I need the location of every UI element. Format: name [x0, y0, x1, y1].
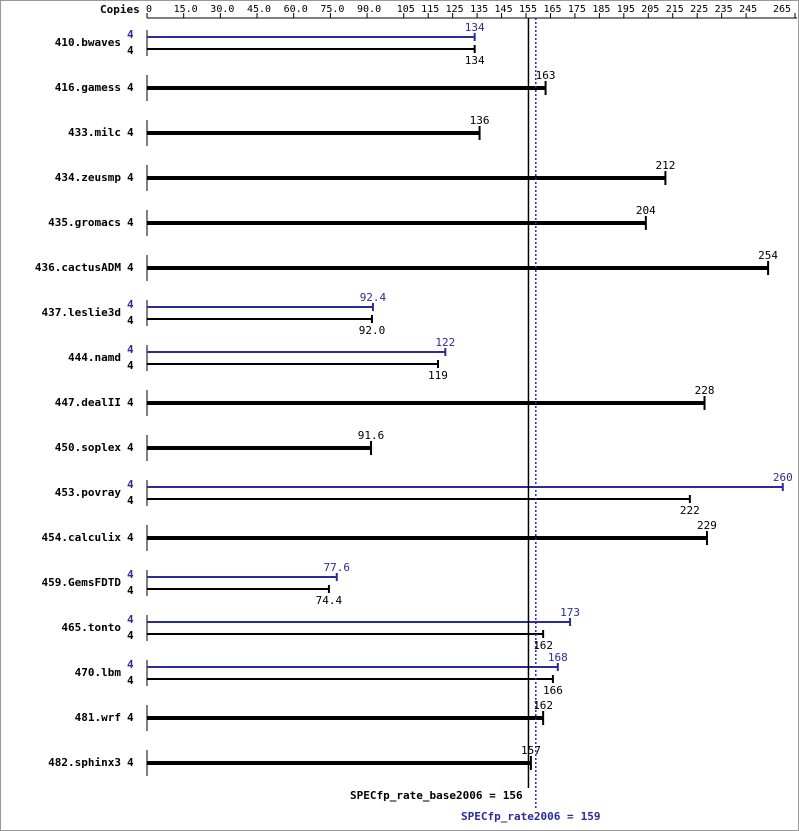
- copies: 4: [127, 126, 134, 139]
- copies: 4: [127, 359, 134, 372]
- x-tick-label: 245: [739, 4, 757, 15]
- value-label: 222: [680, 504, 700, 517]
- benchmark-label: 470.lbm: [75, 666, 122, 679]
- x-tick-label: 115: [421, 4, 439, 15]
- x-tick-label: 145: [495, 4, 513, 15]
- value-label: 173: [560, 606, 580, 619]
- value-label: 92.4: [360, 291, 387, 304]
- x-tick-label: 175: [568, 4, 586, 15]
- x-tick-label: 15.0: [174, 4, 198, 15]
- benchmark-label: 482.sphinx3: [48, 756, 121, 769]
- copies: 4: [127, 674, 134, 687]
- copies: 4: [127, 584, 134, 597]
- copies: 4: [127, 216, 134, 229]
- copies: 4: [127, 711, 134, 724]
- value-label: 91.6: [358, 429, 385, 442]
- value-label: 260: [773, 471, 793, 484]
- benchmark-label: 436.cactusADM: [35, 261, 121, 274]
- copies: 4: [127, 261, 134, 274]
- copies: 4: [127, 81, 134, 94]
- summary-value: 159: [581, 810, 601, 823]
- x-tick-label: 195: [617, 4, 635, 15]
- x-tick-label: 60.0: [284, 4, 308, 15]
- benchmark-label: 447.dealII: [55, 396, 121, 409]
- benchmark-label: 459.GemsFDTD: [42, 576, 122, 589]
- copies: 4: [127, 298, 134, 311]
- copies: 4: [127, 441, 134, 454]
- copies: 4: [127, 531, 134, 544]
- value-label: 92.0: [359, 324, 386, 337]
- copies: 4: [127, 494, 134, 507]
- copies: 4: [127, 658, 134, 671]
- benchmark-label: 454.calculix: [42, 531, 122, 544]
- benchmark-label: 416.gamess: [55, 81, 121, 94]
- benchmark-label: 453.povray: [55, 486, 122, 499]
- x-tick-label: 30.0: [210, 4, 234, 15]
- value-label: 162: [533, 639, 553, 652]
- value-label: 162: [533, 699, 553, 712]
- value-label: 204: [636, 204, 656, 217]
- x-tick-label: 215: [666, 4, 684, 15]
- copies: 4: [127, 171, 134, 184]
- benchmark-label: 465.tonto: [61, 621, 121, 634]
- copies: 4: [127, 314, 134, 327]
- benchmark-label: 437.leslie3d: [42, 306, 121, 319]
- value-label: 119: [428, 369, 448, 382]
- value-label: 134: [465, 21, 485, 34]
- x-tick-label: 165: [543, 4, 561, 15]
- copies: 4: [127, 343, 134, 356]
- value-label: 122: [435, 336, 455, 349]
- copies: 4: [127, 756, 134, 769]
- benchmark-label: 444.namd: [68, 351, 121, 364]
- copies: 4: [127, 44, 134, 57]
- value-label: 77.6: [324, 561, 351, 574]
- copies: 4: [127, 478, 134, 491]
- x-tick-label: 185: [592, 4, 610, 15]
- x-tick-label: 225: [690, 4, 708, 15]
- summary-name: SPECfp_rate_base2006 =: [350, 789, 496, 802]
- value-label: 74.4: [316, 594, 343, 607]
- x-tick-label: 205: [641, 4, 659, 15]
- x-tick-label: 75.0: [320, 4, 344, 15]
- value-label: 229: [697, 519, 717, 532]
- copies: 4: [127, 396, 134, 409]
- value-label: 136: [470, 114, 490, 127]
- x-tick-label: 155: [519, 4, 537, 15]
- value-label: 228: [695, 384, 715, 397]
- benchmark-label: 481.wrf: [75, 711, 121, 724]
- value-label: 212: [655, 159, 675, 172]
- summary-label: SPECfp_rate2006 = 159: [461, 810, 600, 823]
- copies: 4: [127, 28, 134, 41]
- x-tick-label: 235: [715, 4, 733, 15]
- copies-header: Copies: [100, 3, 140, 16]
- summary-label: SPECfp_rate_base2006 = 156: [350, 789, 523, 802]
- summary-value: 156: [503, 789, 523, 802]
- x-tick-label: 135: [470, 4, 488, 15]
- benchmark-label: 433.milc: [68, 126, 121, 139]
- summary-name: SPECfp_rate2006 =: [461, 810, 574, 823]
- benchmark-label: 435.gromacs: [48, 216, 121, 229]
- benchmark-label: 434.zeusmp: [55, 171, 122, 184]
- value-label: 168: [548, 651, 568, 664]
- x-tick-label: 265: [773, 4, 791, 15]
- value-label: 163: [536, 69, 556, 82]
- value-label: 166: [543, 684, 563, 697]
- x-tick-label: 125: [446, 4, 464, 15]
- copies: 4: [127, 613, 134, 626]
- benchmark-label: 410.bwaves: [55, 36, 121, 49]
- benchmark-label: 450.soplex: [55, 441, 122, 454]
- value-label: 254: [758, 249, 778, 262]
- x-tick-label: 105: [397, 4, 415, 15]
- copies: 4: [127, 629, 134, 642]
- x-tick-label: 45.0: [247, 4, 271, 15]
- value-label: 134: [465, 54, 485, 67]
- value-label: 157: [521, 744, 541, 757]
- copies: 4: [127, 568, 134, 581]
- x-tick-label: 0: [146, 4, 152, 15]
- x-tick-label: 90.0: [357, 4, 381, 15]
